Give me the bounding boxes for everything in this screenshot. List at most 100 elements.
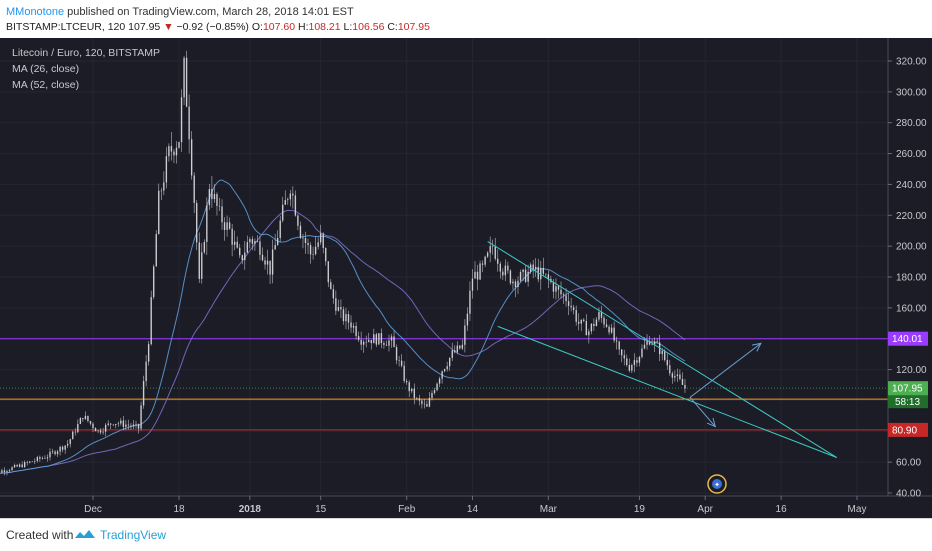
- candle-body: [452, 350, 453, 358]
- candle-body: [391, 336, 392, 340]
- svg-text:✦: ✦: [714, 481, 720, 489]
- candle-body: [156, 234, 157, 266]
- candle-body: [489, 246, 490, 253]
- candle-body: [555, 286, 556, 291]
- candle-body: [176, 148, 177, 156]
- candle-body: [510, 271, 511, 284]
- candle-body: [669, 365, 670, 373]
- candle-body: [173, 152, 174, 156]
- candle-body: [479, 264, 480, 280]
- candle-body: [257, 241, 258, 242]
- candle-body: [383, 343, 384, 345]
- candle-body: [140, 405, 141, 428]
- candle-body: [115, 424, 116, 425]
- candle-body: [601, 312, 602, 318]
- candle-body: [231, 229, 232, 245]
- candle-body: [113, 425, 114, 426]
- candle-body: [42, 458, 43, 459]
- candle-body: [449, 358, 450, 366]
- candle-body: [398, 360, 399, 361]
- candle-body: [259, 241, 260, 254]
- candle-body: [532, 265, 533, 270]
- candle-body: [553, 282, 554, 292]
- candle-body: [236, 242, 237, 248]
- candle-body: [269, 261, 270, 275]
- candle-body: [560, 290, 561, 295]
- y-tick-label: 220.00: [896, 211, 927, 222]
- candle-body: [305, 238, 306, 243]
- close-label: C:: [387, 21, 398, 33]
- candle-body: [19, 465, 20, 467]
- candle-body: [616, 341, 617, 342]
- candle-body: [27, 462, 28, 463]
- candle-body: [163, 182, 164, 190]
- candle-body: [629, 365, 630, 371]
- author-link[interactable]: MMonotone: [6, 6, 64, 18]
- high-label: H:: [298, 21, 309, 33]
- candle-body: [583, 320, 584, 321]
- candle-body: [388, 341, 389, 346]
- candle-body: [264, 260, 265, 264]
- candle-body: [325, 248, 326, 261]
- candle-body: [29, 461, 30, 462]
- candle-body: [409, 382, 410, 391]
- tradingview-brand[interactable]: TradingView: [100, 528, 166, 542]
- candle-body: [586, 321, 587, 335]
- candle-body: [254, 241, 255, 244]
- candle-body: [158, 191, 159, 234]
- ohlc-line: BITSTAMP:LTCEUR, 120 107.95 ▼ −0.92 (−0.…: [6, 21, 430, 33]
- candle-body: [386, 345, 387, 346]
- candle-body: [234, 242, 235, 245]
- replay-icon[interactable]: ✦: [708, 475, 726, 493]
- candle-body: [193, 175, 194, 203]
- candle-body: [487, 253, 488, 257]
- candle-body: [4, 470, 5, 472]
- candle-body: [588, 331, 589, 335]
- candle-body: [90, 421, 91, 424]
- candle-body: [654, 341, 655, 344]
- candle-body: [133, 425, 134, 427]
- candle-body: [47, 457, 48, 458]
- candle-body: [624, 355, 625, 358]
- candle-body: [396, 347, 397, 360]
- candle-body: [328, 261, 329, 282]
- candle-body: [667, 360, 668, 365]
- candle-body: [120, 421, 121, 424]
- candle-body: [656, 341, 657, 342]
- candle-body: [300, 226, 301, 238]
- created-with-label: Created with: [6, 528, 73, 542]
- candle-body: [262, 255, 263, 261]
- legend-ma52: MA (52, close): [12, 79, 79, 91]
- candle-body: [570, 306, 571, 307]
- x-tick-label: Dec: [84, 504, 102, 515]
- price-chart[interactable]: 320.00300.00280.00260.00240.00220.00200.…: [0, 38, 932, 518]
- candle-body: [145, 362, 146, 381]
- candle-body: [662, 351, 663, 354]
- candle-body: [414, 389, 415, 399]
- candle-body: [371, 340, 372, 343]
- candle-body: [267, 261, 268, 265]
- tradingview-logo-icon[interactable]: [74, 528, 96, 542]
- candle-body: [82, 418, 83, 419]
- candle-body: [343, 309, 344, 321]
- candle-body: [242, 255, 243, 260]
- candle-body: [393, 336, 394, 347]
- candle-body: [178, 142, 179, 148]
- candle-body: [320, 233, 321, 242]
- candle-body: [444, 369, 445, 371]
- candle-body: [492, 246, 493, 247]
- candle-body: [363, 342, 364, 345]
- y-tick-label: 300.00: [896, 87, 927, 98]
- candle-body: [338, 307, 339, 311]
- candle-body: [682, 379, 683, 385]
- candle-body: [578, 322, 579, 324]
- candle-body: [21, 465, 22, 468]
- candle-body: [307, 243, 308, 245]
- candle-body: [249, 239, 250, 242]
- candle-body: [436, 384, 437, 391]
- candle-body: [87, 416, 88, 421]
- candle-body: [515, 282, 516, 287]
- candle-body: [143, 381, 144, 405]
- candle-body: [373, 334, 374, 343]
